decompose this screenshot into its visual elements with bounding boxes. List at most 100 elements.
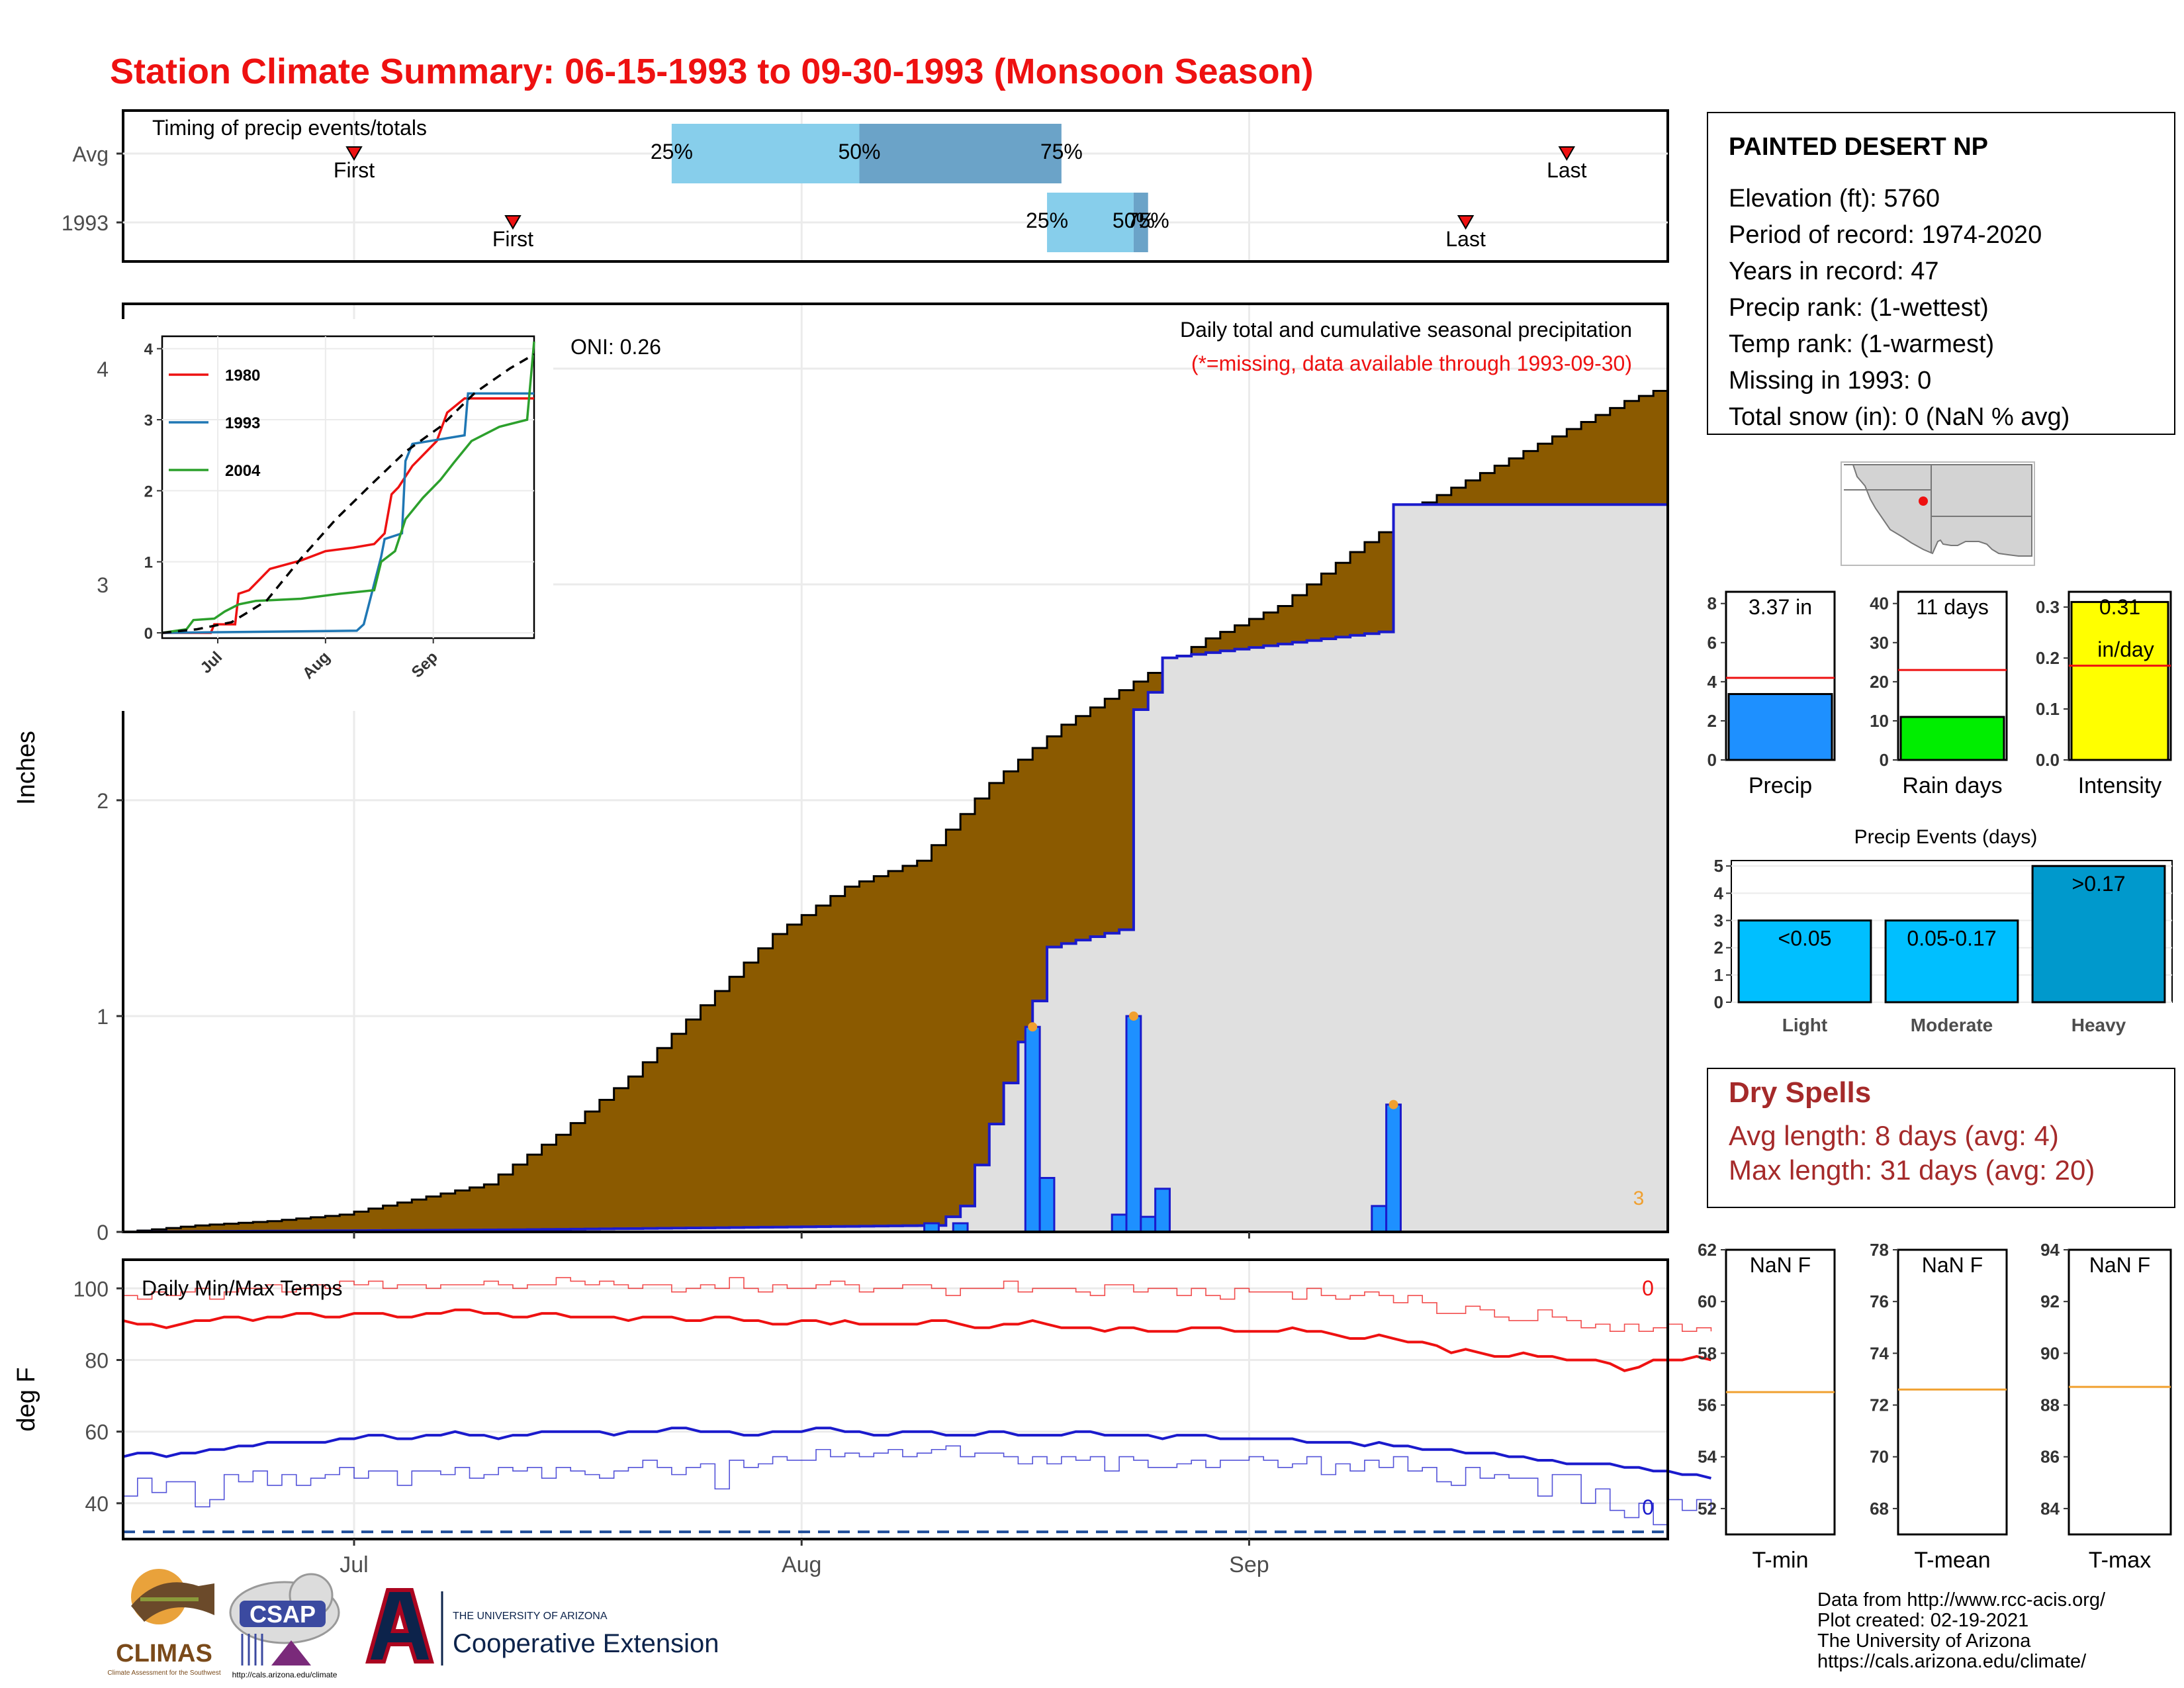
mini-value-label: 0.31 xyxy=(2099,595,2140,619)
map-state-border xyxy=(1844,465,2032,553)
ua-big-text: Cooperative Extension xyxy=(453,1629,719,1658)
events-category-label: Heavy xyxy=(2071,1015,2126,1035)
temp-series xyxy=(122,1277,1712,1534)
events-bar xyxy=(1884,919,2019,1004)
mini-y-tick-label: 0.0 xyxy=(2036,750,2060,770)
mini-category-label: T-min xyxy=(1752,1548,1809,1573)
y-tick-label: 0 xyxy=(97,1221,109,1244)
mini-y-tick-label: 88 xyxy=(2040,1395,2060,1415)
temp-min-missing-label: 0 xyxy=(1642,1495,1654,1519)
csap-logo-text: CSAP xyxy=(250,1601,316,1628)
mini-value-label: 11 days xyxy=(1916,595,1989,619)
station-location-marker xyxy=(1919,496,1928,506)
temp-x-tick-label: Aug xyxy=(782,1552,822,1577)
ua-logo: THE UNIVERSITY OF ARIZONA Cooperative Ex… xyxy=(365,1588,719,1665)
oni-label: ONI: 0.26 xyxy=(570,335,661,359)
mini-y-tick-label: 54 xyxy=(1698,1447,1717,1467)
inset-y-tick-label: 0 xyxy=(144,625,153,643)
daily-precip-bar xyxy=(1125,1015,1142,1233)
mini-y-tick-label: 58 xyxy=(1698,1343,1717,1363)
mini-category-label: Intensity xyxy=(2078,773,2162,798)
daily-max-marker xyxy=(1128,1011,1138,1021)
mini-value-bar xyxy=(1727,692,1833,761)
mini-value-label: 3.37 in xyxy=(1749,595,1812,619)
year-cumulative-area xyxy=(123,504,1668,1232)
inset-legend-label: 1993 xyxy=(225,414,260,432)
inset-y-tick-label: 4 xyxy=(144,341,154,359)
mini-y-tick-label: 10 xyxy=(1870,711,1889,731)
csap-badge xyxy=(240,1601,326,1627)
climas-logo: CLIMAS Climate Assessment for the Southw… xyxy=(107,1569,221,1677)
timing-row-label: 1993 xyxy=(62,211,109,235)
station-line: Period of record: 1974-2020 xyxy=(1729,221,2042,249)
precip-events-chart: Precip Events (days) 0 1 2 3 4 5 <0.05 Light 0.0… xyxy=(1714,826,2173,1035)
station-line: Years in record: 47 xyxy=(1729,258,1939,285)
precip-chart-title: Daily total and cumulative seasonal prec… xyxy=(1180,318,1632,342)
station-line: Missing in 1993: 0 xyxy=(1729,367,1931,395)
events-bar xyxy=(2031,865,2166,1004)
precip-total-chart: 0 2 4 6 8 3.37 in Precip xyxy=(1707,590,1836,798)
inset-y-tick-label: 3 xyxy=(144,412,153,430)
timing-row-label: Avg xyxy=(72,142,109,166)
mini-y-tick-label: 0.3 xyxy=(2036,597,2060,617)
tmin-chart: 52 54 56 58 60 62 NaN F T-min xyxy=(1698,1240,1836,1573)
events-bar-label: <0.05 xyxy=(1778,927,1832,951)
tmean-chart: 68 70 72 74 76 78 NaN F T-mean xyxy=(1870,1240,2008,1573)
inset-frame xyxy=(161,335,535,639)
station-line: Temp rank: (1-warmest) xyxy=(1729,330,1994,358)
dry-spells-frame xyxy=(1707,1068,2175,1208)
inset-series-line xyxy=(161,341,535,634)
map-states-shape xyxy=(1844,464,2032,557)
daily-precip-bar xyxy=(1371,1205,1388,1233)
temp-year-line xyxy=(123,1445,1712,1526)
daily-max-marker xyxy=(1028,1022,1038,1032)
mini-y-tick-label: 4 xyxy=(1707,672,1717,692)
inset-series-line xyxy=(161,353,535,634)
timing-panel: Timing of precip events/totals Avg 25% 50%… xyxy=(62,109,1669,263)
timing-q75-label: 75% xyxy=(1040,140,1083,164)
daily-precip-bar xyxy=(1140,1215,1157,1233)
timing-first-marker xyxy=(504,215,522,230)
timing-quartile-bar-lower xyxy=(1047,193,1134,252)
y-tick-label: 3 xyxy=(97,573,109,597)
mini-value-bar xyxy=(1899,716,2005,761)
mini-y-tick-label: 92 xyxy=(2040,1291,2060,1311)
temp-average-line xyxy=(122,1308,1711,1372)
mini-value-label: NaN F xyxy=(1922,1253,1983,1277)
timing-last-marker xyxy=(1457,215,1475,230)
mini-category-label: Rain days xyxy=(1902,773,2002,798)
timing-first-marker xyxy=(345,146,363,161)
mini-y-tick-label: 2 xyxy=(1707,711,1717,731)
climas-logo-swoosh-icon xyxy=(131,1582,214,1622)
timing-q25-label: 25% xyxy=(651,140,693,164)
mini-y-tick-label: 0.1 xyxy=(2036,699,2060,719)
mini-category-label: Precip xyxy=(1749,773,1812,798)
mini-category-label: T-max xyxy=(2089,1548,2151,1573)
footer-credits: Data from http://www.rcc-acis.org/ Plot … xyxy=(1817,1589,2106,1672)
credit-line: https://cals.arizona.edu/climate/ xyxy=(1817,1651,2087,1672)
mini-y-tick-label: 20 xyxy=(1870,672,1889,692)
temp-xaxis: Jul Aug Sep xyxy=(340,1539,1269,1577)
temp-y-tick-label: 80 xyxy=(85,1348,109,1372)
timing-title: Timing of precip events/totals xyxy=(152,116,427,140)
timing-quartile-bar-lower xyxy=(671,124,860,183)
inset-gridlines xyxy=(162,336,534,638)
csap-mountain-icon xyxy=(271,1640,311,1665)
temp-frame xyxy=(123,1260,1668,1539)
mini-y-tick-label: 8 xyxy=(1707,594,1717,614)
station-line: Precip rank: (1-wettest) xyxy=(1729,294,1989,322)
cumulative-precip-panel: 0 1 2 3 4 Inches Daily total and cumulative … xyxy=(13,303,1669,1244)
intensity-chart: 0.0 0.1 0.2 0.3 0.31 Intensity xyxy=(2036,590,2172,798)
dry-spells-box: Dry Spells Avg length: 8 days (avg: 4) M… xyxy=(1707,1068,2175,1208)
daily-precip-bar xyxy=(1111,1213,1128,1233)
temp-y-tick-label: 100 xyxy=(73,1277,109,1301)
mini-y-tick-label: 52 xyxy=(1698,1499,1717,1519)
csap-logo: CSAP http://cals.arizona.edu/climate xyxy=(229,1573,340,1679)
events-y-tick-label: 4 xyxy=(1714,883,1724,903)
mini-value-bar xyxy=(2070,600,2169,761)
figure-title: Station Climate Summary: 06-15-1993 to 0… xyxy=(110,52,1314,91)
precip-frame-border xyxy=(122,303,1669,1233)
temp-year-line xyxy=(123,1277,1712,1333)
